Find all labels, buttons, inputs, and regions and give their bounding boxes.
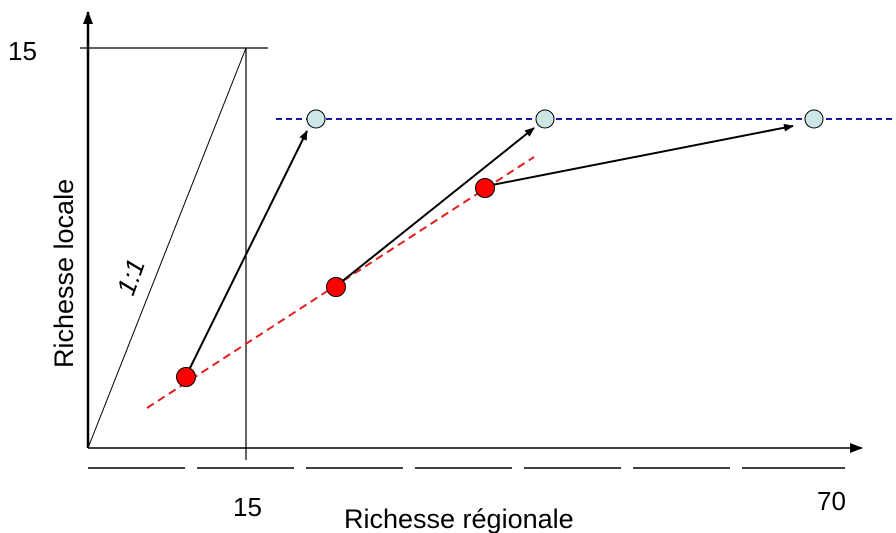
x-axis-title: Richesse régionale [344, 504, 574, 533]
regional-point-2 [535, 109, 555, 129]
regional-point-1 [306, 109, 326, 129]
arrow-1 [187, 130, 308, 373]
arrow-2 [339, 127, 535, 284]
x-tick-label-70: 70 [817, 486, 846, 516]
local-point-1 [176, 367, 196, 387]
arrow-3 [491, 123, 794, 186]
one-to-one-label: 1:1 [110, 255, 151, 299]
regional-point-3 [804, 109, 824, 129]
local-point-2 [326, 277, 346, 297]
x-tick-label-15: 15 [233, 492, 262, 522]
trend-line [146, 156, 535, 409]
y-axis-title: Richesse locale [49, 179, 79, 368]
local-point-3 [475, 178, 495, 198]
one-to-one-line [87, 47, 247, 449]
y-tick-label-15: 15 [8, 36, 37, 66]
